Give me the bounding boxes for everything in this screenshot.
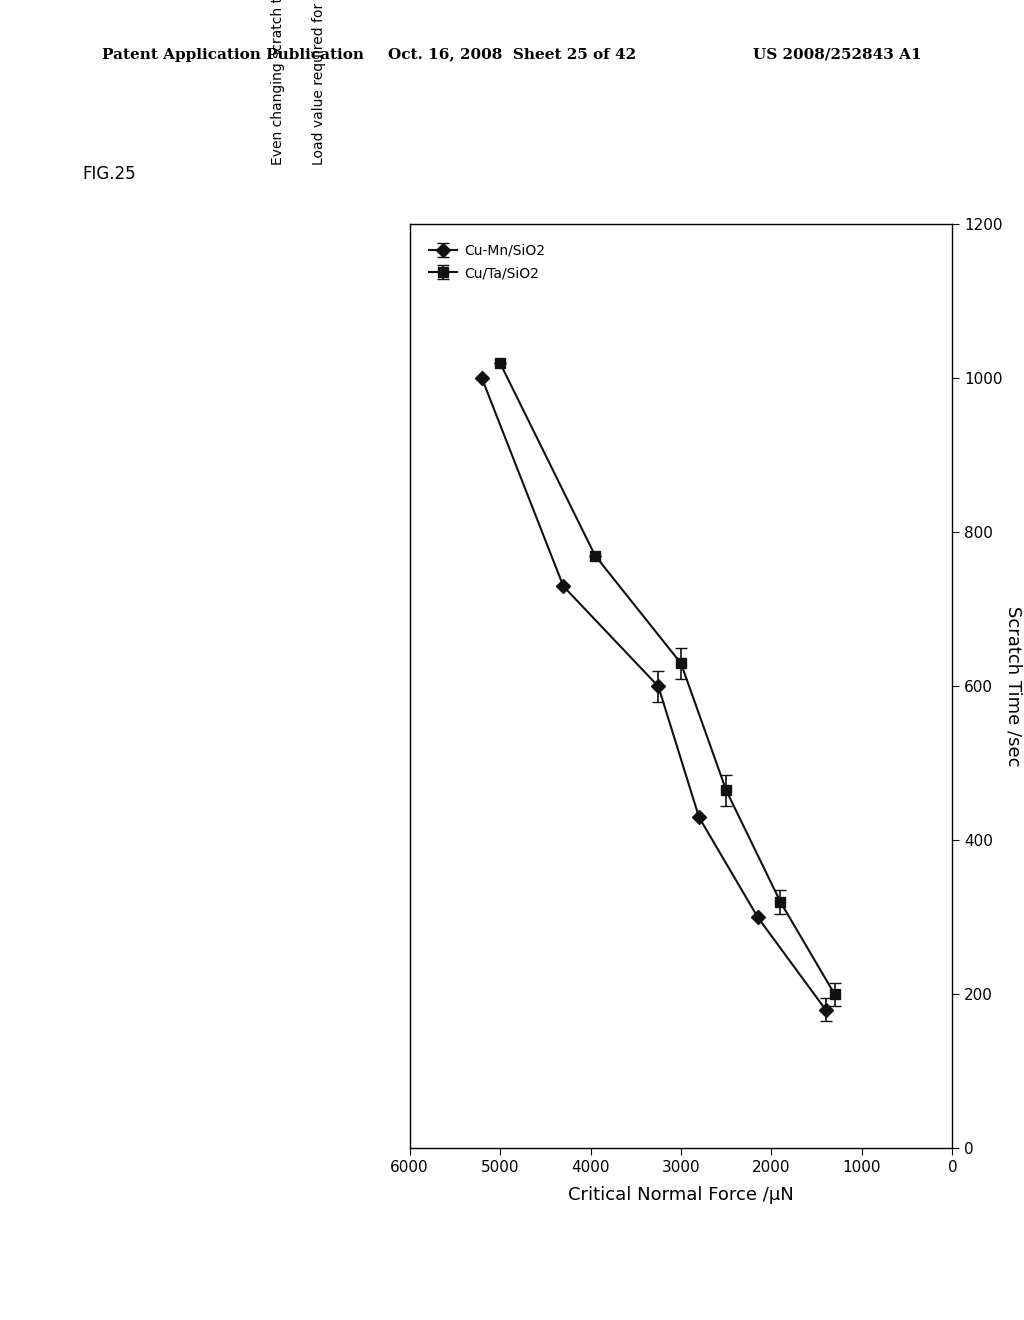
Legend: Cu-Mn/SiO2, Cu/Ta/SiO2: Cu-Mn/SiO2, Cu/Ta/SiO2 [424, 239, 550, 285]
Text: Even changing scratch time (speed), a larger load is required to peel Cu-Mn.: Even changing scratch time (speed), a la… [271, 0, 286, 165]
Y-axis label: Scratch Time /sec: Scratch Time /sec [1005, 606, 1022, 767]
Text: Patent Application Publication: Patent Application Publication [102, 48, 365, 62]
Text: Load value required for interface peeling is measured by nano scratch method.: Load value required for interface peelin… [312, 0, 327, 165]
Text: FIG.25: FIG.25 [82, 165, 135, 183]
Text: US 2008/252843 A1: US 2008/252843 A1 [753, 48, 922, 62]
Text: Oct. 16, 2008  Sheet 25 of 42: Oct. 16, 2008 Sheet 25 of 42 [388, 48, 636, 62]
X-axis label: Critical Normal Force /μN: Critical Normal Force /μN [568, 1187, 794, 1204]
